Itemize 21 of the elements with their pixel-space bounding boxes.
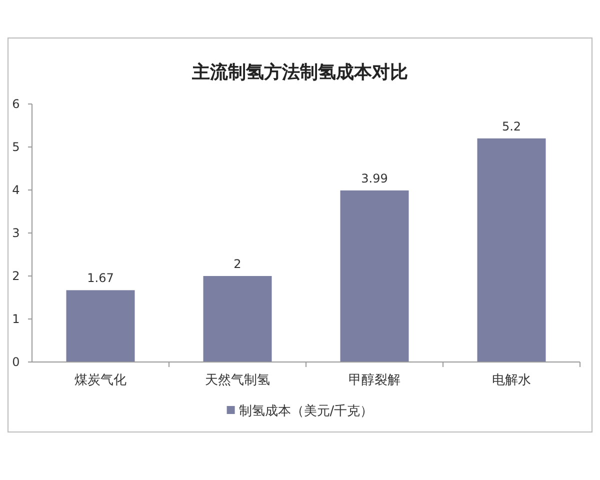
y-tick-label: 4 <box>12 183 20 197</box>
x-tick-label: 电解水 <box>492 373 531 388</box>
y-tick-label: 1 <box>12 312 20 326</box>
bar <box>477 138 546 362</box>
data-label: 2 <box>234 257 242 271</box>
chart-title: 主流制氢方法制氢成本对比 <box>191 62 408 83</box>
bar <box>340 190 409 362</box>
x-tick-label: 天然气制氢 <box>205 373 270 388</box>
legend-label: 制氢成本（美元/千克） <box>238 403 374 419</box>
y-tick-label: 6 <box>12 97 20 111</box>
data-label: 1.67 <box>87 271 114 286</box>
y-tick-label: 3 <box>12 226 20 240</box>
data-label: 3.99 <box>361 171 388 186</box>
y-tick-label: 5 <box>12 140 20 154</box>
x-tick-label: 煤炭气化 <box>74 373 126 388</box>
y-tick-label: 0 <box>12 355 20 369</box>
bar <box>203 276 272 362</box>
x-tick-label: 甲醇裂解 <box>348 373 400 388</box>
y-tick-label: 2 <box>12 269 20 283</box>
bar <box>66 290 135 362</box>
data-label: 5.2 <box>502 119 522 134</box>
